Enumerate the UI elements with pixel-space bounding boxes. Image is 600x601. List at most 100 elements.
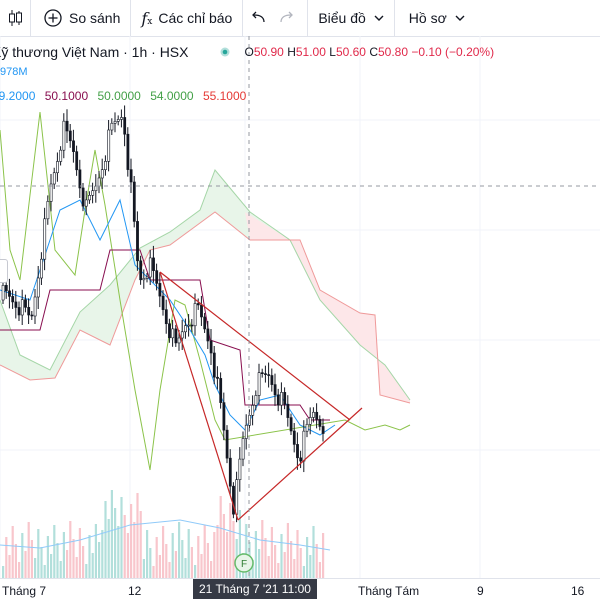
compare-label: So sánh [69, 10, 121, 26]
candle-body [296, 444, 299, 459]
volume-bar [94, 524, 97, 578]
redo-icon [280, 11, 294, 23]
candle-body [142, 278, 146, 281]
chart-menu-button[interactable]: Biểu đồ [308, 0, 393, 36]
candle-body [299, 457, 303, 462]
candles-icon[interactable] [0, 0, 30, 36]
side-panel-handle[interactable] [0, 259, 8, 283]
candle-body [267, 374, 271, 376]
open-value: 50.90 [253, 45, 284, 59]
volume-bar [98, 542, 101, 578]
candle-body [302, 430, 306, 462]
volume-bar [2, 566, 5, 578]
volume-bar [139, 511, 142, 578]
candle-body [20, 299, 24, 316]
volume-bar [174, 551, 177, 578]
candle-body [238, 458, 242, 481]
candle-body [273, 384, 277, 396]
candle-body [152, 257, 155, 271]
volume-bar [280, 534, 283, 578]
candle-body [260, 372, 264, 374]
volume-bar [306, 537, 309, 578]
chart-menu-label: Biểu đồ [318, 10, 366, 26]
candle-body [225, 429, 229, 459]
volume-bar [126, 533, 129, 578]
high-value: 51.00 [295, 45, 326, 59]
redo-button[interactable] [273, 0, 301, 36]
candle-body [200, 304, 203, 318]
indicators-button[interactable]: fx Các chỉ báo [131, 0, 242, 36]
volume-bar [66, 550, 69, 578]
low-value: 50.60 [335, 45, 366, 59]
candle-body [161, 295, 165, 310]
candle-body [283, 392, 287, 405]
candle-body [107, 129, 111, 162]
volume-bar [155, 537, 158, 578]
volume-bar [309, 555, 312, 578]
compare-button[interactable]: So sánh [31, 0, 130, 36]
volume-bar [190, 547, 193, 578]
candle-body [270, 375, 274, 385]
candle-body [136, 221, 139, 262]
crosshair-time-label: 21 Tháng 7 '21 11:00 [193, 579, 317, 599]
candle-body [209, 340, 213, 354]
candle-body [65, 120, 69, 132]
volume-bar [197, 536, 200, 578]
candle-body [116, 119, 120, 122]
volume-bar [168, 562, 171, 578]
candle-body [46, 201, 50, 220]
volume-bar [27, 522, 30, 578]
x-tick-label: Tháng Tám [358, 584, 420, 598]
candle-body [1, 285, 5, 301]
volume-bar [238, 510, 241, 578]
candle-body [113, 121, 117, 124]
candle-body [81, 187, 85, 207]
volume-bar [37, 529, 40, 578]
volume-ma-line [0, 519, 331, 551]
candle-body [91, 190, 95, 196]
time-axis[interactable]: Tháng 7 12 Tháng Tám 9 16 [0, 578, 600, 601]
close-value: 50.80 [377, 45, 409, 59]
undo-button[interactable] [243, 0, 273, 36]
candle-body [228, 457, 232, 487]
candle-body [49, 183, 53, 202]
volume-bar [251, 560, 254, 578]
candle-body [193, 303, 197, 327]
candle-body [174, 328, 178, 344]
candle-body [148, 257, 152, 278]
chikou-value: 50.0000 [97, 89, 141, 103]
candle-body [235, 479, 239, 515]
candle-body [17, 307, 21, 316]
symbol-title[interactable]: Kỹ thương Việt Nam · 1h · HSX [0, 44, 189, 60]
volume-bar [229, 503, 232, 578]
volume-bar [270, 527, 273, 578]
x-tick-label: 9 [477, 584, 484, 598]
candle-body [264, 373, 267, 375]
volume-bar [158, 555, 161, 578]
candle-body [276, 394, 280, 406]
volume-bar [75, 557, 78, 578]
volume-bar [123, 515, 126, 578]
price-chart[interactable]: F [0, 36, 600, 578]
volume-bar [264, 538, 267, 578]
candle-body [177, 337, 181, 344]
volume-bar [315, 544, 318, 578]
candle-body [257, 372, 261, 396]
x-tick-label: 16 [571, 584, 585, 598]
volume-bar [72, 539, 75, 578]
candle-body [292, 430, 296, 445]
indicators-label: Các chỉ báo [158, 10, 233, 26]
candle-body [40, 258, 43, 279]
candle-body [254, 395, 258, 406]
volume-bar [53, 525, 56, 578]
volume-bar [187, 529, 190, 578]
candle-body [30, 314, 34, 317]
volume-bar [277, 563, 280, 578]
candle-body [232, 485, 235, 515]
ohlc-values: O50.90 H51.00 L50.60 C50.80 −0.10 (−0.20… [244, 45, 495, 59]
profile-menu-button[interactable]: Hồ sơ [395, 0, 475, 36]
volume-bar [162, 526, 165, 578]
senkou-span-b-line [0, 211, 411, 404]
candle-body [104, 161, 107, 170]
volume-bar [40, 547, 43, 578]
